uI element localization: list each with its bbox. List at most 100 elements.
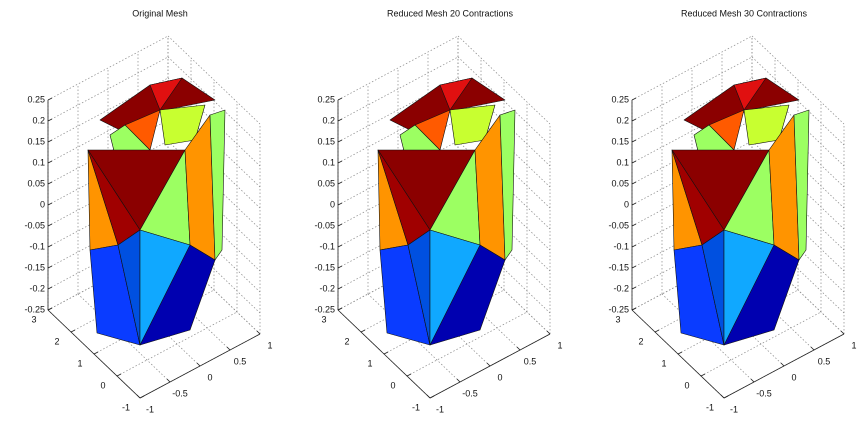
tick-mark (655, 330, 659, 332)
x-tick-label: 0.5 (524, 356, 537, 366)
tick-mark (457, 379, 460, 382)
y-tick-label: 3 (615, 314, 620, 324)
z-tick-label: -0.15 (314, 262, 335, 272)
z-tick-label: -0.15 (608, 262, 629, 272)
tick-mark (48, 98, 52, 100)
z-tick-label: 0.25 (317, 94, 335, 104)
z-tick-label: -0.05 (608, 220, 629, 230)
x-tick-label: -0.5 (462, 388, 478, 398)
z-tick-label: 0 (624, 199, 629, 209)
tick-mark (338, 203, 342, 205)
tick-mark (678, 352, 682, 354)
tick-mark (94, 352, 98, 354)
tick-mark (48, 308, 52, 310)
tick-mark (227, 347, 230, 350)
tick-mark (48, 203, 52, 205)
tick-mark (137, 395, 140, 398)
x-tick-label: 0 (497, 372, 502, 382)
tick-mark (338, 161, 342, 163)
mesh (672, 78, 809, 345)
tick-mark (167, 379, 170, 382)
z-tick-label: 0.25 (27, 94, 45, 104)
tick-mark (338, 119, 342, 121)
tick-mark (430, 396, 434, 398)
y-tick-label: 0 (684, 380, 689, 390)
y-tick-label: 1 (77, 358, 82, 368)
tick-mark (701, 374, 705, 376)
y-tick-label: 2 (638, 336, 643, 346)
tick-mark (338, 308, 342, 310)
tick-mark (632, 161, 636, 163)
tick-mark (427, 395, 430, 398)
z-tick-label: -0.2 (29, 283, 45, 293)
x-tick-label: -0.5 (172, 388, 188, 398)
z-tick-label: 0.15 (317, 136, 335, 146)
tick-mark (517, 347, 520, 350)
panel: -0.25-0.2-0.15-0.1-0.0500.050.10.150.20.… (608, 8, 856, 414)
tick-mark (48, 266, 52, 268)
z-tick-label: -0.1 (613, 241, 629, 251)
z-tick-label: 0.2 (32, 115, 45, 125)
z-tick-label: -0.25 (314, 304, 335, 314)
z-tick-label: -0.2 (613, 283, 629, 293)
tick-mark (338, 98, 342, 100)
z-tick-label: -0.05 (314, 220, 335, 230)
z-tick-label: 0.25 (611, 94, 629, 104)
x-tick-label: -1 (436, 404, 444, 414)
z-tick-label: -0.2 (319, 283, 335, 293)
z-tick-label: 0.1 (322, 157, 335, 167)
tick-mark (751, 379, 754, 382)
panel: -0.25-0.2-0.15-0.1-0.0500.050.10.150.20.… (24, 8, 272, 414)
z-tick-label: 0 (330, 199, 335, 209)
y-tick-label: -1 (412, 402, 420, 412)
tick-mark (384, 352, 388, 354)
y-tick-label: 1 (367, 358, 372, 368)
z-tick-label: 0.2 (616, 115, 629, 125)
tick-mark (632, 224, 636, 226)
x-tick-label: 0.5 (818, 356, 831, 366)
tick-mark (338, 182, 342, 184)
tick-mark (724, 396, 728, 398)
y-tick-label: 0 (100, 380, 105, 390)
tick-mark (632, 266, 636, 268)
tick-mark (721, 395, 724, 398)
tick-mark (48, 182, 52, 184)
y-tick-label: -1 (706, 402, 714, 412)
z-tick-label: 0.05 (27, 178, 45, 188)
tick-mark (338, 140, 342, 142)
tick-mark (547, 331, 550, 334)
z-tick-label: 0.15 (611, 136, 629, 146)
tick-mark (632, 119, 636, 121)
z-tick-label: 0.05 (611, 178, 629, 188)
x-tick-label: 0.5 (234, 356, 247, 366)
tick-mark (407, 374, 411, 376)
x-tick-label: 1 (267, 340, 272, 350)
panel-title: Original Mesh (132, 8, 188, 18)
tick-mark (48, 140, 52, 142)
panel-title: Reduced Mesh 20 Contractions (387, 8, 514, 18)
tick-mark (632, 140, 636, 142)
tick-mark (257, 331, 260, 334)
y-tick-label: 2 (344, 336, 349, 346)
tick-mark (117, 374, 121, 376)
tick-mark (48, 245, 52, 247)
x-tick-label: -1 (146, 404, 154, 414)
tick-mark (632, 182, 636, 184)
y-tick-label: -1 (122, 402, 130, 412)
figure: -0.25 -0.2 -0.15 -0.1 -0.05 0 0.05 0.1 0.15 0.2 0.… (0, 0, 868, 421)
x-tick-label: 0 (207, 372, 212, 382)
z-tick-label: -0.25 (24, 304, 45, 314)
tick-mark (487, 363, 490, 366)
tick-mark (811, 347, 814, 350)
x-tick-label: 1 (557, 340, 562, 350)
z-tick-label: -0.15 (24, 262, 45, 272)
mesh (378, 78, 515, 345)
z-tick-label: -0.25 (608, 304, 629, 314)
z-tick-label: 0.1 (32, 157, 45, 167)
panel-title: Reduced Mesh 30 Contractions (681, 8, 808, 18)
tick-mark (338, 245, 342, 247)
x-tick-label: 1 (851, 340, 856, 350)
tick-mark (48, 119, 52, 121)
y-tick-label: 0 (390, 380, 395, 390)
x-tick-label: -1 (730, 404, 738, 414)
